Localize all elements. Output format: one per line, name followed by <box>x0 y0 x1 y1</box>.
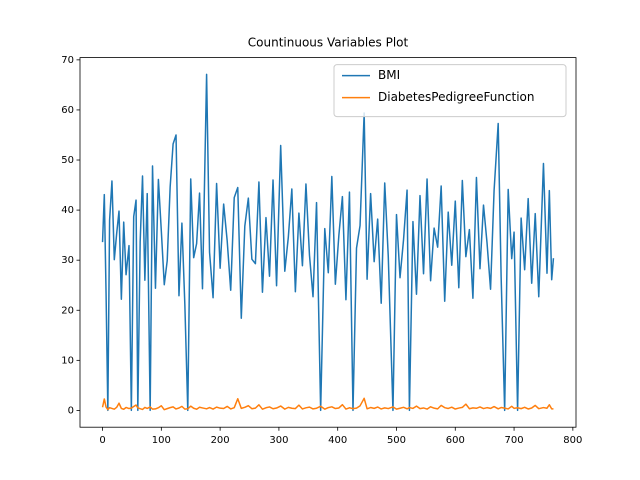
x-tick-label: 800 <box>563 435 582 446</box>
x-tick-label: 700 <box>505 435 524 446</box>
x-tick-label: 100 <box>152 435 171 446</box>
legend: BMI DiabetesPedigreeFunction <box>333 64 567 118</box>
legend-box <box>333 64 567 118</box>
y-tick-label: 10 <box>61 355 74 366</box>
y-tick-label: 30 <box>61 255 74 266</box>
plot-frame <box>79 57 577 428</box>
x-tick-label: 0 <box>99 435 105 446</box>
x-tick-label: 200 <box>211 435 230 446</box>
x-tick-label: 500 <box>387 435 406 446</box>
x-tick-label: 600 <box>446 435 465 446</box>
x-tick-label: 300 <box>269 435 288 446</box>
y-tick-label: 70 <box>61 55 74 66</box>
y-tick-label: 40 <box>61 205 74 216</box>
y-tick-label: 50 <box>61 155 74 166</box>
legend-label: BMI <box>378 68 400 82</box>
legend-label: DiabetesPedigreeFunction <box>378 90 535 104</box>
data-line <box>101 397 554 411</box>
chart-title: Countinuous Variables Plot <box>248 36 409 50</box>
y-tick-label: 20 <box>61 305 74 316</box>
data-line <box>101 73 555 412</box>
y-tick-label: 60 <box>61 105 74 116</box>
y-tick-label: 0 <box>68 405 74 416</box>
x-tick-label: 400 <box>328 435 347 446</box>
